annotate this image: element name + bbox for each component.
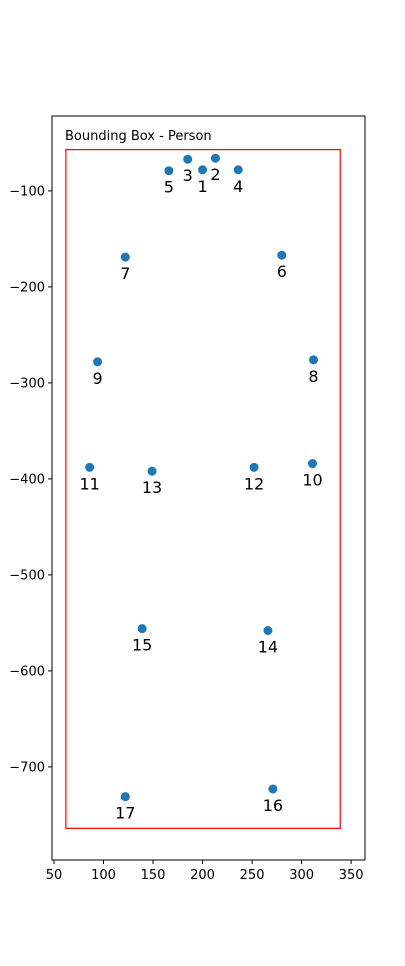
keypoint-9	[93, 357, 103, 367]
keypoint-label: 8	[308, 367, 318, 386]
keypoint-label: 11	[79, 474, 99, 493]
keypoint-2	[210, 153, 220, 163]
x-tick-label: 100	[91, 868, 116, 883]
y-tick-label: −600	[9, 664, 45, 679]
y-axis: −100 −200 −300 −400 −500 −600 −700	[9, 184, 52, 775]
chart-title: Bounding Box - Person	[65, 129, 212, 144]
axes-frame	[51, 115, 366, 861]
keypoint-label: 1	[197, 177, 207, 196]
keypoint-label: 4	[233, 177, 243, 196]
keypoint-label: 9	[92, 369, 102, 388]
keypoint-5	[164, 166, 174, 176]
y-tick-label: −100	[9, 184, 45, 199]
keypoint-3	[183, 154, 193, 164]
x-tick-label: 200	[190, 868, 215, 883]
keypoint-label: 2	[210, 165, 220, 184]
keypoint-label: 15	[132, 636, 152, 655]
keypoint-16	[268, 784, 278, 794]
keypoint-17	[120, 792, 130, 802]
x-tick-label: 150	[141, 868, 166, 883]
bounding-box	[65, 149, 341, 829]
keypoint-label: 3	[183, 166, 193, 185]
keypoint-7	[120, 252, 130, 262]
keypoint-label: 7	[120, 264, 130, 283]
keypoint-10	[308, 459, 318, 469]
keypoint-label: 6	[277, 262, 287, 281]
keypoint-label: 17	[115, 804, 135, 823]
keypoint-label: 10	[302, 471, 322, 490]
y-tick-label: −400	[9, 472, 45, 487]
x-tick-label: 300	[289, 868, 314, 883]
y-tick-label: −300	[9, 376, 45, 391]
keypoint-label: 14	[258, 638, 278, 657]
keypoint-label: 16	[263, 796, 283, 815]
x-axis: 50 100 150 200 250 300 350	[46, 860, 364, 883]
keypoint-11	[85, 462, 95, 472]
keypoint-15	[137, 624, 147, 634]
x-tick-label: 350	[339, 868, 364, 883]
keypoint-label: 12	[244, 474, 264, 493]
y-tick-label: −700	[9, 760, 45, 775]
keypoint-8	[308, 355, 318, 365]
y-tick-label: −200	[9, 280, 45, 295]
keypoint-4	[233, 165, 243, 175]
keypoint-label: 5	[164, 178, 174, 197]
y-tick-label: −500	[9, 568, 45, 583]
keypoint-label: 13	[142, 478, 162, 497]
keypoint-12	[249, 462, 259, 472]
keypoint-14	[263, 626, 273, 636]
keypoint-1	[198, 165, 208, 175]
x-tick-label: 250	[240, 868, 265, 883]
keypoint-13	[147, 466, 157, 476]
keypoint-6	[277, 250, 287, 260]
x-tick-label: 50	[46, 868, 63, 883]
